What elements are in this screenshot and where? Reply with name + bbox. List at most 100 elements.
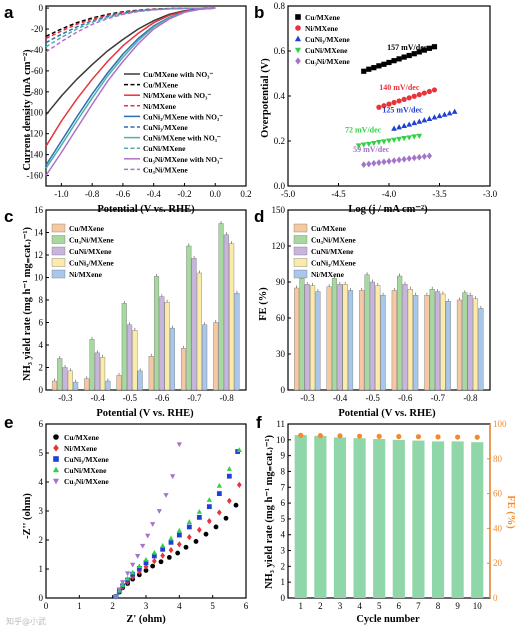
panel-b-point [396,124,402,130]
panel-b-point [416,118,423,124]
panel-c-ytick-label: 4 [39,340,44,350]
panel-e: e -Z'' (ohm) Z' (ohm) 0 1 2 3 4 5 6 0 1 2 3 4 5 6 Cu/… [4,413,249,625]
panel-e-legend-marker [52,478,60,485]
panel-e-ytick-label: 4 [39,477,44,487]
panel-b-point [426,45,432,51]
panel-e-point [216,509,222,516]
panel-b-point [391,125,397,131]
panel-e-point [236,481,242,489]
panel-d-ytick-label: 60 [276,313,286,323]
panel-b-point [426,88,432,95]
panel-e-point [226,473,232,479]
panel-b-point [391,157,397,164]
panel-b-ytick-label: 0.8 [274,1,286,11]
panel-b-legend-marker [295,25,301,31]
panel-d-legend: Cu/MXene Cu₃Ni/MXene CuNi/MXene CuNi₃/MXene… [293,223,356,279]
panel-d-bar [293,287,300,391]
panel-d-bar [424,295,430,391]
panel-e-point [213,524,219,530]
panel-b-point [381,139,387,145]
panel-b-point [416,49,422,55]
panel-d-plot [287,209,491,391]
panel-e-point [186,533,192,541]
panel-b-point [396,56,402,62]
panel-f-xtick-label: 1 [298,601,303,611]
panel-c-bar [223,234,229,391]
panel-c-bar [100,357,106,391]
panel-e-xtick-label: 4 [177,601,182,611]
panel-d-bar [456,299,463,391]
panel-b-point [360,142,367,148]
panel-b-point [411,51,417,57]
panel-d-bar [369,281,375,391]
panel-b-legend-marker [295,57,301,65]
panel-c-bar [234,293,240,391]
panel-f-ylabel-right: FE (%) [505,495,516,529]
panel-a-series-line [45,7,216,53]
panel-e-point [216,482,222,488]
panel-d-bar [304,284,310,391]
panel-c-bar [132,330,138,391]
panel-c-bar [62,367,68,391]
panel-e-point [233,502,239,508]
panel-f-bar [392,439,405,598]
panel-a-series-line [45,7,216,176]
panel-d-xtick-label: -0.5 [366,393,381,403]
panel-d-bar [359,290,365,391]
panel-f-ytick-right-label: 20 [493,558,503,568]
panel-a-axes-frame [45,5,247,187]
panel-e-point [136,563,142,569]
panel-f-bar [471,442,484,598]
panel-b-point [446,110,453,116]
panel-e-point [151,558,157,565]
panel-e-point [196,526,202,533]
panel-e-point [168,547,174,554]
panel-c-ytick-label: 16 [34,205,44,215]
panel-c-ytick-label: 2 [39,363,44,373]
panel-b-point [365,141,372,148]
panel-b-point [406,135,413,141]
panel-b-point [406,121,413,127]
panel-c-bar [73,381,79,391]
panel-e-legend-label: Ni/MXene [64,444,98,453]
panel-f: f NH₃ yield rate (mg h⁻¹ mg₌cat.₎⁻¹) FE … [256,413,516,625]
panel-b-point [411,93,417,99]
panel-c-bar [105,380,111,391]
panel-c-bar [218,223,224,391]
panel-c-label: c [4,207,13,226]
panel-f-fe-point [455,434,461,440]
panel-e-point [160,542,166,548]
panel-a-xtick-label: -0.6 [116,189,131,199]
panel-d-legend-label: Ni/MXene [311,270,345,279]
panel-e-point [130,569,136,575]
panel-e-axes-frame [45,423,247,599]
panel-c-legend-swatch [51,246,66,256]
panel-f-ytick-label: 3 [281,546,286,556]
panel-e-point [168,535,174,541]
panel-b-point [431,44,438,50]
panel-b-ytick-label: 0.0 [274,181,286,191]
panel-a-xtick-label: -1.0 [54,189,69,199]
panel-b-point [370,140,377,147]
panel-b-legend-label: Cu₃Ni/MXene [305,57,350,66]
panel-b-point [426,115,433,122]
panel-f-fe-point [396,433,402,440]
panel-c-bar [213,322,219,391]
panel-f-xlabel: Cycle number [356,614,420,625]
panel-d-bar [472,298,479,391]
panel-b-point [381,103,387,109]
panel-c-bar [121,303,127,391]
panel-b-point [401,122,408,129]
panel-d-legend-swatch [293,223,308,233]
panel-e-ytick-label: 5 [39,448,44,458]
panel-f-ytick-label: 10 [276,435,286,445]
panel-d-axes-frame [287,209,491,391]
panel-d-bar [364,274,370,391]
panel-a-xtick-label: 0.0 [210,189,222,199]
panel-e-point [145,533,151,539]
panel-b-point [355,143,362,149]
panel-f-bar [353,438,366,598]
panel-c-legend-label: Cu/MXene [69,224,105,233]
panel-b-point [451,108,458,114]
